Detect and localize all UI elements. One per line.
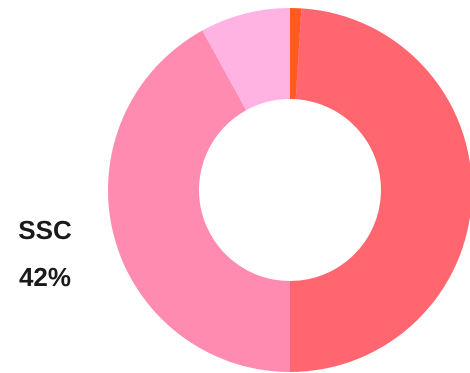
donut-slice-0 [290,8,302,100]
donut-slice-1 [290,8,470,372]
donut-slice-3 [202,8,290,111]
donut-slice-ssc [107,30,290,373]
ssc-callout-percent: 42% [18,262,72,292]
ssc-callout-name: SSC [18,215,72,245]
